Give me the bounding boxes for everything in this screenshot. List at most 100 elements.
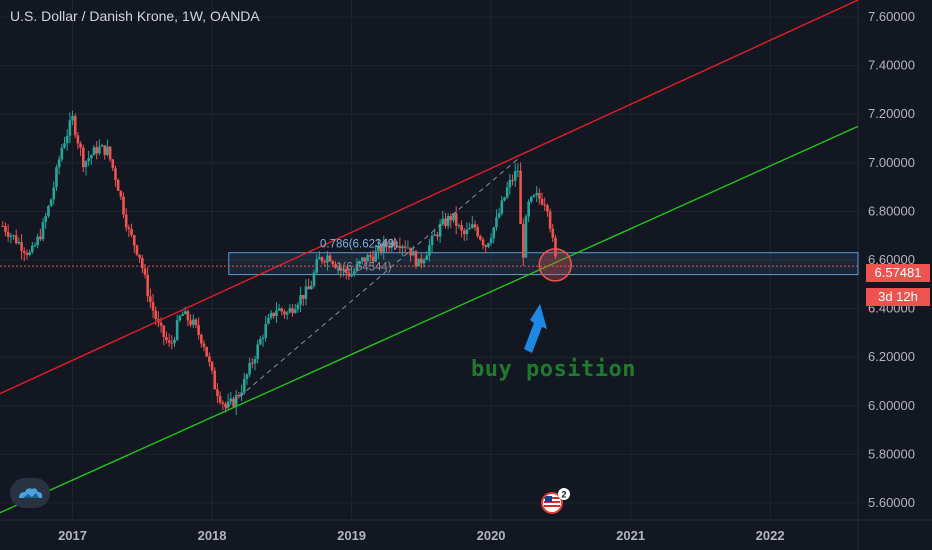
candle xyxy=(49,199,53,207)
candle xyxy=(189,320,192,325)
candle xyxy=(441,218,445,225)
candle xyxy=(449,216,453,221)
candle xyxy=(216,389,219,396)
candle xyxy=(516,170,520,172)
candle xyxy=(264,323,268,338)
x-tick-label: 2022 xyxy=(756,528,785,543)
candle xyxy=(95,147,98,154)
lower-trendline xyxy=(0,125,859,514)
candle xyxy=(57,159,61,168)
y-tick-label: 7.40000 xyxy=(868,58,915,73)
candle xyxy=(20,242,23,252)
cloud-logo-icon[interactable] xyxy=(10,478,50,508)
candle xyxy=(417,258,420,267)
candle xyxy=(213,370,217,390)
candle xyxy=(548,211,552,229)
candle xyxy=(385,241,388,246)
candle xyxy=(218,395,222,403)
candle xyxy=(191,319,195,325)
candle xyxy=(186,311,190,321)
candle xyxy=(178,315,182,321)
candle xyxy=(331,261,335,265)
candle xyxy=(197,325,200,335)
x-tick-label: 2021 xyxy=(616,528,645,543)
candle xyxy=(497,213,501,218)
y-tick-label: 6.00000 xyxy=(868,398,915,413)
candle xyxy=(17,242,21,244)
candle xyxy=(377,245,380,252)
arrow-up-icon xyxy=(524,304,547,353)
candle xyxy=(31,245,34,252)
candle xyxy=(81,147,85,168)
candle xyxy=(382,241,386,253)
candle xyxy=(63,143,66,148)
candle xyxy=(390,241,394,248)
candle xyxy=(379,245,383,253)
candle xyxy=(141,258,144,269)
candle xyxy=(181,314,184,316)
y-tick-label: 5.60000 xyxy=(868,495,915,510)
y-tick-label: 6.80000 xyxy=(868,203,915,218)
candle xyxy=(149,296,152,303)
candle xyxy=(342,268,345,271)
x-tick-label: 2020 xyxy=(477,528,506,543)
candle xyxy=(47,206,50,217)
candle xyxy=(285,312,289,315)
candle xyxy=(339,267,343,271)
x-tick-label: 2018 xyxy=(198,528,227,543)
us-flag-icon[interactable]: 2 xyxy=(538,488,572,514)
candle xyxy=(232,398,235,407)
candle xyxy=(403,246,407,248)
candle xyxy=(471,224,474,228)
candle xyxy=(73,116,77,136)
fib-label-1: 1(6.54544) xyxy=(336,262,392,274)
upper-trendline xyxy=(0,0,859,395)
candle xyxy=(481,239,485,246)
candle xyxy=(395,245,399,247)
candle xyxy=(173,339,176,344)
candle xyxy=(92,147,96,156)
candle xyxy=(165,336,168,341)
candle xyxy=(202,343,206,347)
candle xyxy=(25,253,29,255)
candle xyxy=(245,374,249,379)
candle xyxy=(535,193,538,196)
candle xyxy=(358,261,361,265)
candle xyxy=(6,231,10,237)
candle xyxy=(344,268,348,273)
current-price-label: 6.57481 xyxy=(866,264,930,282)
fib-label-0786: 0.786(6.62349) xyxy=(320,239,398,251)
candle xyxy=(237,395,241,397)
candle xyxy=(336,267,340,269)
candle xyxy=(240,392,243,396)
candle xyxy=(41,222,45,240)
candle xyxy=(326,255,329,263)
candle xyxy=(221,402,225,404)
candle xyxy=(277,308,281,311)
candle xyxy=(52,187,56,200)
candle xyxy=(28,251,31,255)
candle xyxy=(9,235,13,237)
candle xyxy=(462,230,466,235)
y-tick-label: 5.80000 xyxy=(868,446,915,461)
candle xyxy=(44,216,48,223)
candle xyxy=(146,274,149,297)
candle xyxy=(124,214,128,228)
candle xyxy=(299,295,302,305)
candle xyxy=(347,272,351,277)
candle xyxy=(371,256,375,262)
candle xyxy=(210,361,214,371)
candle xyxy=(132,235,136,246)
candle xyxy=(194,319,198,326)
x-tick-label: 2017 xyxy=(58,528,87,543)
candle xyxy=(226,401,230,408)
candle xyxy=(127,227,131,230)
candle xyxy=(100,145,104,147)
candle xyxy=(476,227,479,237)
candle xyxy=(22,251,26,254)
candle xyxy=(33,245,37,247)
candle xyxy=(143,268,147,275)
candle xyxy=(288,308,292,313)
